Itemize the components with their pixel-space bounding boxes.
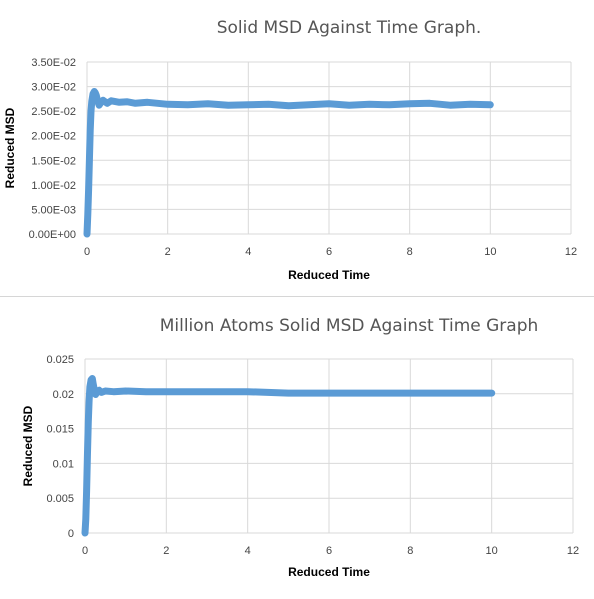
- x-tick-label: 6: [326, 545, 332, 557]
- x-tick-label: 6: [326, 246, 332, 258]
- y-tick-label: 0.00E+00: [29, 229, 76, 241]
- x-tick-label: 4: [245, 246, 251, 258]
- data-series-line: [83, 88, 494, 238]
- y-tick-label: 0.005: [46, 493, 74, 505]
- x-axis-label: Reduced Time: [288, 268, 370, 282]
- chart-divider: [0, 296, 594, 297]
- y-tick-label: 1.50E-02: [31, 155, 76, 167]
- x-tick-label: 10: [486, 545, 498, 557]
- x-tick-label: 8: [407, 545, 413, 557]
- y-axis-label: Reduced MSD: [21, 405, 35, 486]
- y-tick-label: 2.50E-02: [31, 106, 76, 118]
- x-tick-label: 2: [165, 246, 171, 258]
- chart-million-atoms-msd: Million Atoms Solid MSD Against Time Gra…: [21, 316, 579, 579]
- y-tick-label: 0: [68, 528, 74, 540]
- y-tick-label: 0.01: [53, 458, 74, 470]
- y-tick-label: 0.02: [53, 389, 74, 401]
- x-tick-label: 10: [484, 246, 496, 258]
- y-tick-label: 0.015: [46, 424, 74, 436]
- x-tick-label: 12: [567, 545, 579, 557]
- x-tick-label: 12: [565, 246, 577, 258]
- x-tick-label: 0: [84, 246, 90, 258]
- chart-title: Million Atoms Solid MSD Against Time Gra…: [160, 316, 539, 336]
- chart-solid-msd: Solid MSD Against Time Graph. 0.00E+00 5.0…: [3, 18, 577, 282]
- x-tick-label: 0: [82, 545, 88, 557]
- data-series-line: [81, 375, 496, 537]
- y-tick-label: 3.50E-02: [31, 57, 76, 69]
- y-tick-label: 3.00E-02: [31, 82, 76, 94]
- x-tick-label: 4: [245, 545, 251, 557]
- y-axis-label: Reduced MSD: [3, 107, 17, 188]
- x-tick-label: 2: [163, 545, 169, 557]
- y-tick-label: 1.00E-02: [31, 180, 76, 192]
- y-tick-label: 0.025: [46, 354, 74, 366]
- y-tick-label: 2.00E-02: [31, 131, 76, 143]
- x-tick-label: 8: [407, 246, 413, 258]
- x-axis-label: Reduced Time: [288, 565, 370, 579]
- chart-title: Solid MSD Against Time Graph.: [217, 18, 482, 38]
- y-tick-label: 5.00E-03: [31, 204, 76, 216]
